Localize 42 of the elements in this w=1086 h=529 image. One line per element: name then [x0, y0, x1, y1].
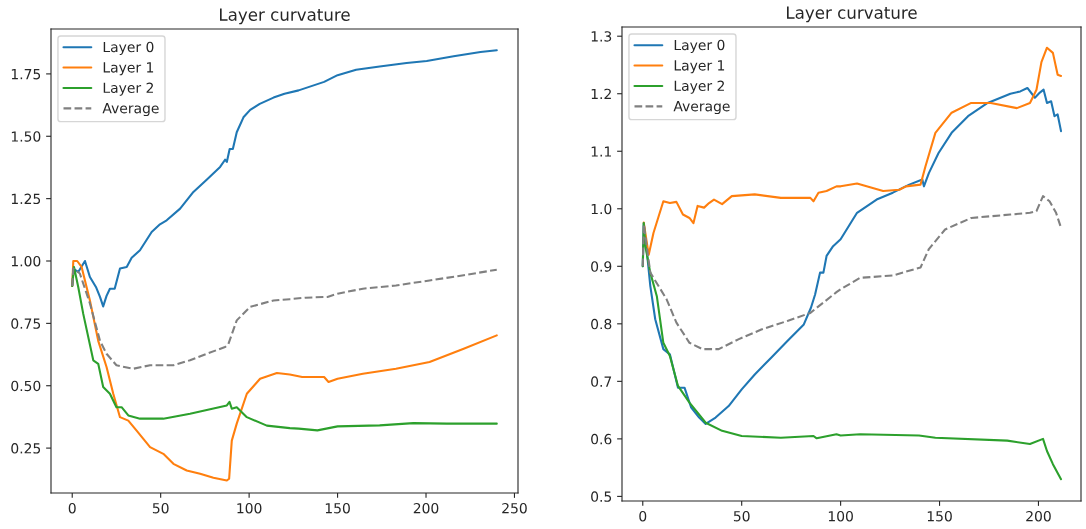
- x-tick-label: 200: [413, 502, 439, 514]
- y-tick-label: 1.2: [591, 88, 611, 99]
- y-tick-label: 1.0: [591, 203, 612, 215]
- y-tick-label: 1.50: [11, 131, 41, 142]
- legend-label: Layer 1: [103, 62, 154, 76]
- y-tick-label: 1.25: [11, 193, 41, 205]
- x-tick-label: 250: [502, 502, 527, 514]
- legend-label: Layer 1: [674, 60, 725, 74]
- line-series: [71, 267, 498, 370]
- y-tick-label: 0.9: [591, 261, 612, 272]
- chart-title: Layer curvature: [787, 6, 917, 23]
- y-tick-label: 1.1: [591, 146, 611, 157]
- x-tick-label: 150: [927, 510, 952, 522]
- legend-label: Average: [102, 103, 159, 117]
- x-tick-label: 100: [828, 510, 853, 522]
- x-tick-label: 100: [237, 502, 262, 514]
- x-tick-label: 50: [152, 502, 169, 514]
- y-tick-label: 0.5: [591, 491, 612, 502]
- y-tick-label: 0.8: [591, 318, 612, 330]
- y-tick-label: 0.75: [11, 318, 41, 329]
- y-tick-label: 0.6: [591, 433, 612, 445]
- y-tick-label: 0.7: [591, 376, 612, 387]
- y-tick-label: 1.3: [591, 31, 612, 42]
- y-tick-label: 1.75: [11, 69, 41, 80]
- legend-label: Layer 2: [674, 80, 724, 94]
- y-tick-label: 0.50: [11, 380, 41, 392]
- legend-label: Layer 0: [103, 41, 154, 55]
- x-tick-label: 0: [639, 510, 647, 522]
- line-series: [71, 265, 498, 432]
- x-tick-label: 150: [325, 502, 350, 514]
- x-tick-label: 200: [1026, 510, 1051, 522]
- x-tick-label: 50: [733, 510, 750, 522]
- legend-label: Layer 0: [674, 39, 725, 53]
- legend-label: Average: [673, 101, 730, 115]
- line-series: [641, 222, 1063, 481]
- chart-title: Layer curvature: [220, 8, 350, 25]
- y-tick-label: 1.00: [11, 255, 41, 267]
- line-series: [641, 195, 1063, 351]
- legend-label: Layer 2: [103, 82, 153, 96]
- x-tick-label: 0: [68, 502, 76, 514]
- line-series: [71, 259, 498, 482]
- y-tick-label: 0.25: [11, 443, 41, 454]
